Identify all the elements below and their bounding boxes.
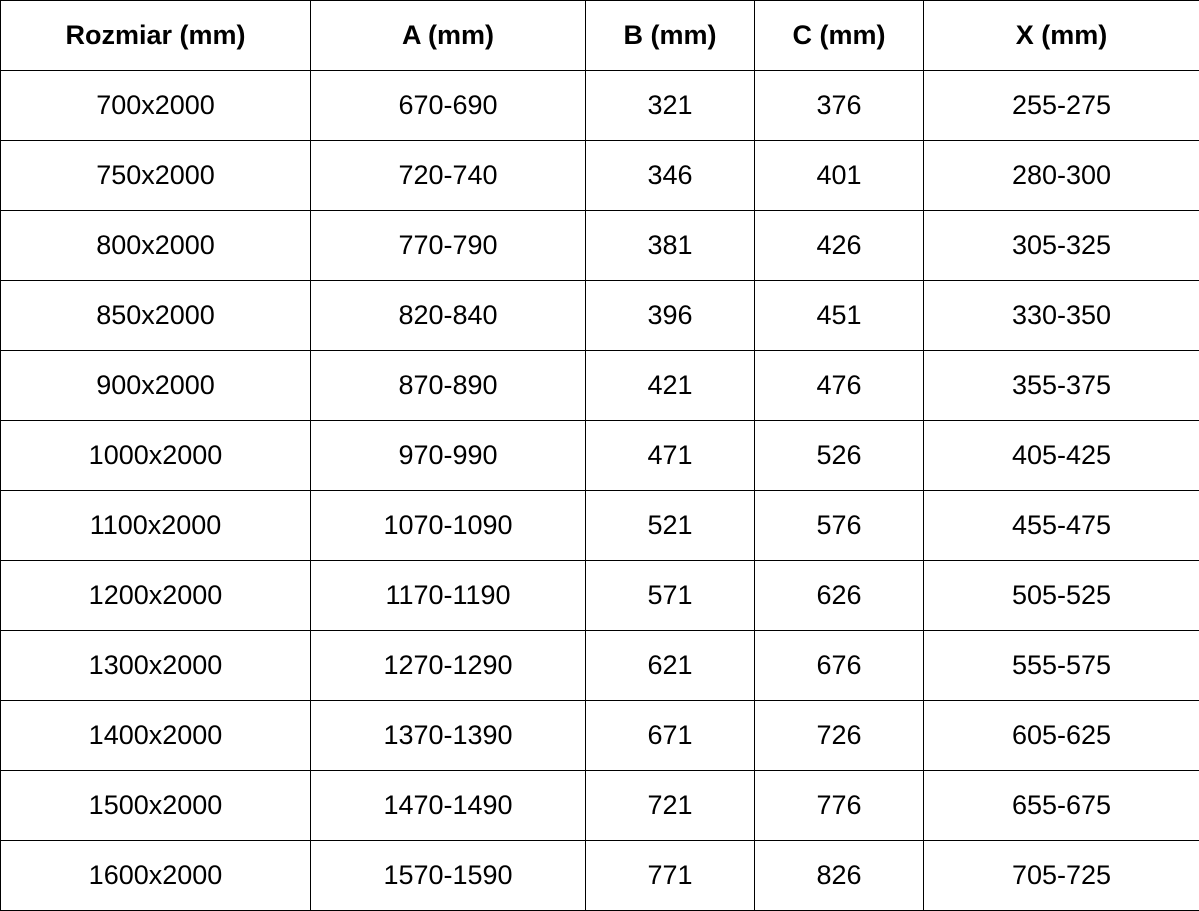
column-header: X (mm) bbox=[923, 0, 1199, 71]
table-cell: 571 bbox=[585, 560, 755, 631]
table-cell: 476 bbox=[754, 350, 924, 421]
table-cell: 576 bbox=[754, 490, 924, 561]
table-cell: 700x2000 bbox=[0, 70, 311, 141]
table-cell: 826 bbox=[754, 840, 924, 911]
table-cell: 1170-1190 bbox=[310, 560, 586, 631]
table-cell: 1600x2000 bbox=[0, 840, 311, 911]
table-cell: 1300x2000 bbox=[0, 630, 311, 701]
table-cell: 671 bbox=[585, 700, 755, 771]
table-cell: 346 bbox=[585, 140, 755, 211]
table-cell: 670-690 bbox=[310, 70, 586, 141]
table-cell: 1500x2000 bbox=[0, 770, 311, 841]
table-cell: 321 bbox=[585, 70, 755, 141]
table-cell: 426 bbox=[754, 210, 924, 281]
table-row: 1600x2000 1570-1590 771 826 705-725 bbox=[0, 840, 1199, 911]
table-cell: 626 bbox=[754, 560, 924, 631]
table-cell: 750x2000 bbox=[0, 140, 311, 211]
column-header: A (mm) bbox=[310, 0, 586, 71]
table-cell: 970-990 bbox=[310, 420, 586, 491]
table-cell: 401 bbox=[754, 140, 924, 211]
table-row: 800x2000 770-790 381 426 305-325 bbox=[0, 210, 1199, 281]
table-cell: 770-790 bbox=[310, 210, 586, 281]
table-cell: 505-525 bbox=[923, 560, 1199, 631]
table-cell: 1570-1590 bbox=[310, 840, 586, 911]
table-cell: 330-350 bbox=[923, 280, 1199, 351]
table-row: 700x2000 670-690 321 376 255-275 bbox=[0, 70, 1199, 141]
table-cell: 605-625 bbox=[923, 700, 1199, 771]
table-cell: 870-890 bbox=[310, 350, 586, 421]
table-cell: 526 bbox=[754, 420, 924, 491]
table-row: 1200x2000 1170-1190 571 626 505-525 bbox=[0, 560, 1199, 631]
table-cell: 676 bbox=[754, 630, 924, 701]
table-cell: 421 bbox=[585, 350, 755, 421]
table-row: 900x2000 870-890 421 476 355-375 bbox=[0, 350, 1199, 421]
table-cell: 396 bbox=[585, 280, 755, 351]
table-cell: 305-325 bbox=[923, 210, 1199, 281]
table-cell: 721 bbox=[585, 770, 755, 841]
table-cell: 555-575 bbox=[923, 630, 1199, 701]
table-cell: 1270-1290 bbox=[310, 630, 586, 701]
table-cell: 1070-1090 bbox=[310, 490, 586, 561]
table-row: 1000x2000 970-990 471 526 405-425 bbox=[0, 420, 1199, 491]
table-cell: 1470-1490 bbox=[310, 770, 586, 841]
table-cell: 355-375 bbox=[923, 350, 1199, 421]
table-row: 1500x2000 1470-1490 721 776 655-675 bbox=[0, 770, 1199, 841]
table-cell: 1000x2000 bbox=[0, 420, 311, 491]
column-header: C (mm) bbox=[754, 0, 924, 71]
table-cell: 1200x2000 bbox=[0, 560, 311, 631]
table-cell: 381 bbox=[585, 210, 755, 281]
table-cell: 705-725 bbox=[923, 840, 1199, 911]
table-cell: 1100x2000 bbox=[0, 490, 311, 561]
table-row: 1100x2000 1070-1090 521 576 455-475 bbox=[0, 490, 1199, 561]
table-cell: 900x2000 bbox=[0, 350, 311, 421]
table-cell: 621 bbox=[585, 630, 755, 701]
table-cell: 521 bbox=[585, 490, 755, 561]
column-header: Rozmiar (mm) bbox=[0, 0, 311, 71]
header-row: Rozmiar (mm) A (mm) B (mm) C (mm) X (mm) bbox=[0, 0, 1199, 71]
table-cell: 800x2000 bbox=[0, 210, 311, 281]
table-cell: 820-840 bbox=[310, 280, 586, 351]
table-cell: 451 bbox=[754, 280, 924, 351]
table-cell: 1400x2000 bbox=[0, 700, 311, 771]
table-cell: 376 bbox=[754, 70, 924, 141]
table-cell: 850x2000 bbox=[0, 280, 311, 351]
table-cell: 1370-1390 bbox=[310, 700, 586, 771]
column-header: B (mm) bbox=[585, 0, 755, 71]
table-row: 850x2000 820-840 396 451 330-350 bbox=[0, 280, 1199, 351]
table-cell: 771 bbox=[585, 840, 755, 911]
table-cell: 405-425 bbox=[923, 420, 1199, 491]
table-cell: 471 bbox=[585, 420, 755, 491]
table-cell: 726 bbox=[754, 700, 924, 771]
table-row: 1400x2000 1370-1390 671 726 605-625 bbox=[0, 700, 1199, 771]
table-cell: 455-475 bbox=[923, 490, 1199, 561]
table-cell: 655-675 bbox=[923, 770, 1199, 841]
table-cell: 255-275 bbox=[923, 70, 1199, 141]
table-row: 750x2000 720-740 346 401 280-300 bbox=[0, 140, 1199, 211]
table-cell: 720-740 bbox=[310, 140, 586, 211]
table-row: 1300x2000 1270-1290 621 676 555-575 bbox=[0, 630, 1199, 701]
table-cell: 776 bbox=[754, 770, 924, 841]
table-cell: 280-300 bbox=[923, 140, 1199, 211]
